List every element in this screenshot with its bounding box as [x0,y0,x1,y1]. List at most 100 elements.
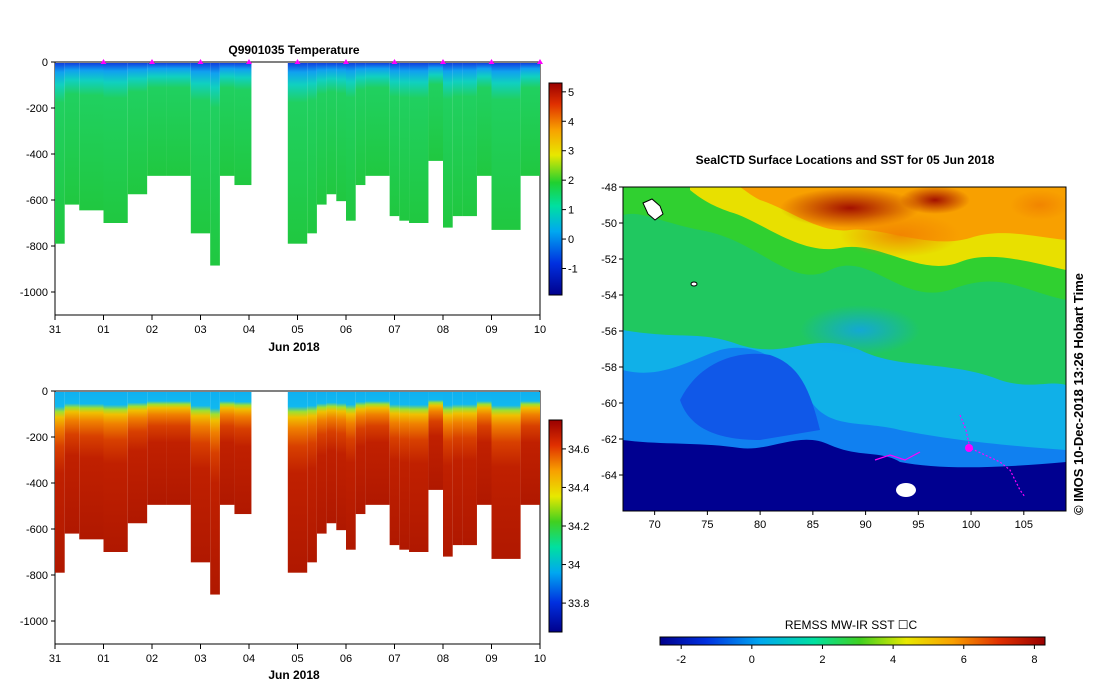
p1-xtick-label: 08 [437,324,449,336]
p2-profile-column [127,392,148,524]
p1-profile-column [79,63,104,211]
p1-profile-column [103,63,128,223]
p2-xtick-label: 06 [340,653,352,665]
p2-profile-column [520,392,540,505]
map-ytick-label: -56 [601,326,617,338]
map-ytick-label: -54 [601,290,617,302]
p1-cbticks-tick-label: 0 [568,234,574,246]
p2-profile-column [399,392,410,550]
map-ytick-label: -58 [601,362,617,374]
map-ytick-label: -64 [601,470,617,482]
p2-profile-column [452,392,463,546]
profile-location-marker [294,59,301,64]
sst-colorbar [659,636,1046,646]
map-xtick-label: 85 [807,519,819,531]
p1-profile-column [287,63,308,244]
profile-location-marker [246,59,252,64]
profile-location-marker [537,59,543,64]
p2-xtick-label: 09 [485,653,497,665]
p1-profile-column [219,63,235,176]
p2-profile-column [287,392,308,573]
map-ytick-label: -48 [601,182,617,194]
profile-location-marker [197,59,204,64]
p1-profile-column [147,63,167,176]
profile-location-marker [343,59,349,64]
map-xtick-label: 95 [912,519,924,531]
p1-profile-column [462,63,477,217]
sst-colorbar-tick-label: 0 [749,654,755,666]
p1-xtick-label: 09 [485,324,497,336]
p2-profile-column [336,392,346,531]
p2-profile-column [103,392,128,552]
map-xtick-label: 70 [649,519,661,531]
p1-profile-column [336,63,346,202]
p2-profile-column [307,392,317,563]
p2-profile-column [64,392,80,534]
p2-xtick-label: 05 [291,653,303,665]
profile-location-marker [488,59,495,64]
p1-profile-column [55,63,65,244]
p1-profile-column [389,63,400,217]
p1-cbticks-tick-label: -1 [568,264,578,276]
p1-xtick-label: 07 [388,324,400,336]
map-ytick-label: -62 [601,434,617,446]
p2-profile-column [346,392,356,550]
profile-location-marker [391,59,398,64]
p1-xtick-label: 01 [97,324,109,336]
p2-ytick-label: -1000 [20,616,48,628]
map-xtick-label: 100 [962,519,980,531]
p1-xtick-label: 05 [291,324,303,336]
p2-cbticks-tick-label: 34.4 [568,482,589,494]
p1-profile-column [249,63,252,186]
p1-profile-column [443,63,453,228]
map-ytick-label: -52 [601,254,617,266]
p2-profile-column [79,392,104,540]
p1-profile-column [127,63,148,195]
sst-colorbar-tick-label: -2 [676,654,686,666]
p2-profile-column [476,392,492,505]
map-xtick-label: 80 [754,519,766,531]
p2-cbticks-tick-label: 33.8 [568,598,589,610]
p1-ytick-label: 0 [42,57,48,69]
salinity-section-panel: 0 -200 -400 -600 -800 -1000 31 01 02 03 04 05 06 07 0… [20,386,590,682]
p2-xtick-label: 03 [194,653,206,665]
p1-xtick-label: 10 [534,324,546,336]
p1-cbticks-tick-label: 4 [568,116,574,128]
sst-map-panel: SealCTD Surface Locations and SST for 05… [601,153,1086,666]
p1-ytick-label: -200 [26,103,48,115]
p1-ytick-label: -1000 [20,287,48,299]
p1-profile-column [365,63,390,176]
p1-profile-column [452,63,463,217]
profile-location-marker [100,59,107,64]
p1-profile-column [476,63,492,176]
p2-profile-column [462,392,477,546]
p1-profile-column [234,63,249,186]
p2-cbticks-tick-label: 34 [568,560,580,572]
p1-profile-column [210,63,220,266]
p1-cbticks-tick-label: 1 [568,205,574,217]
salinity-xlabel: Jun 2018 [268,668,320,682]
p1-cbticks-tick-label: 2 [568,175,574,187]
profile-location-marker [440,59,446,64]
p2-ytick-label: -400 [26,478,48,490]
p1-profile-column [166,63,191,176]
p2-profile-column [55,392,65,573]
p2-profile-column [389,392,400,546]
sst-colorbar-tick-label: 4 [890,654,896,666]
sst-map-frame [622,186,1067,512]
p2-profile-column [249,392,252,515]
p2-profile-column [355,392,366,515]
p1-xtick-label: 03 [194,324,206,336]
sst-map-field [623,187,1066,511]
map-xtick-label: 90 [859,519,871,531]
p2-profile-column [190,392,211,563]
map-xtick-label: 75 [701,519,713,531]
p2-xtick-label: 01 [97,653,109,665]
p1-xtick-label: 04 [243,324,255,336]
p2-profile-column [210,392,220,595]
p2-xtick-label: 31 [49,653,61,665]
p2-profile-column [443,392,453,557]
temperature-colorbar [548,82,563,296]
p2-xtick-label: 08 [437,653,449,665]
